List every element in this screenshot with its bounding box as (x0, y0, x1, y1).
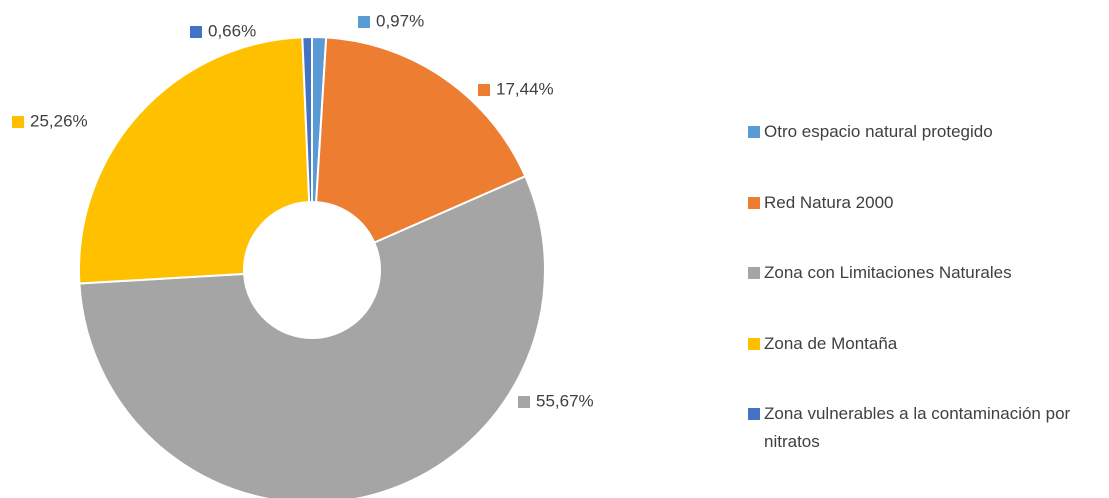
slice (78, 174, 546, 498)
legend-swatch (748, 337, 760, 350)
label-swatch (478, 84, 490, 96)
legend-label: Red Natura 2000 (764, 192, 894, 212)
legend-label: Zona vulnerables a la contaminación por … (764, 404, 1071, 451)
legend-swatch (748, 196, 760, 209)
data-label: 0,97% (376, 11, 424, 30)
slice (301, 35, 313, 204)
label-swatch (358, 16, 370, 28)
data-label: 0,66% (208, 21, 256, 40)
legend-item: Zona vulnerables a la contaminación por … (748, 400, 1103, 471)
label-swatch (518, 396, 530, 408)
legend-item: Zona de Montaña (748, 330, 1103, 401)
label-swatch (190, 26, 202, 38)
legend-swatch (748, 408, 760, 420)
legend-label: Zona de Montaña (764, 333, 898, 353)
legend-item: Zona con Limitaciones Naturales (748, 259, 1103, 330)
legend-label: Otro espacio natural protegido (764, 122, 993, 141)
data-label: 17,44% (496, 79, 554, 98)
legend-swatch (748, 267, 760, 279)
legend-swatch (748, 126, 760, 138)
slice (315, 36, 527, 244)
data-label: 55,67% (536, 391, 594, 410)
legend-item: Otro espacio natural protegido (748, 118, 1103, 189)
legend-item: Red Natura 2000 (748, 189, 1103, 260)
legend-label: Zona con Limitaciones Naturales (764, 263, 1012, 282)
data-label: 25,26% (30, 111, 88, 130)
label-swatch (12, 116, 24, 128)
slice (78, 36, 311, 285)
legend: Otro espacio natural protegido Red Natura… (748, 118, 1103, 471)
